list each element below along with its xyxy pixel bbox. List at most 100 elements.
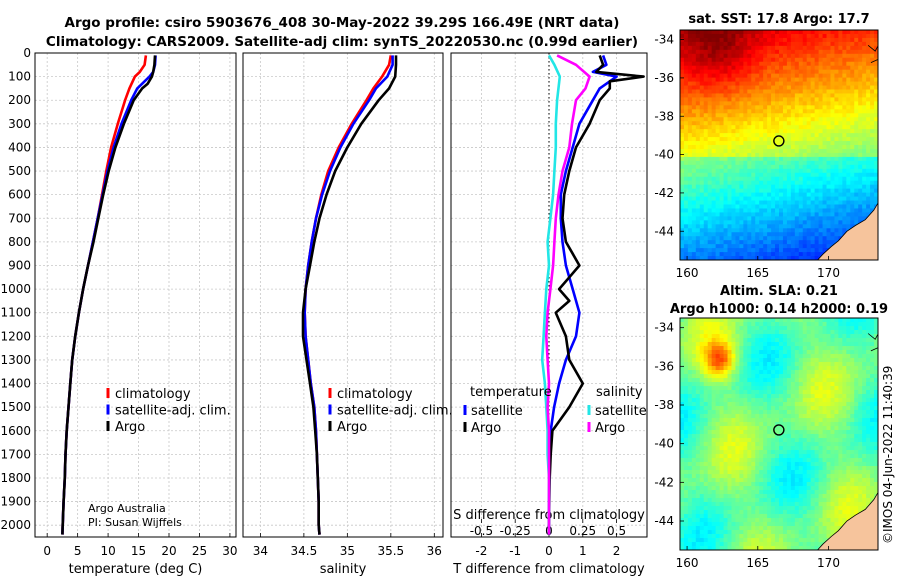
map-cell: [723, 256, 729, 260]
map-cell: [794, 89, 800, 95]
map-cell: [739, 248, 744, 253]
map-cell: [779, 514, 784, 519]
map-cell: [779, 65, 784, 71]
map-cell: [790, 30, 796, 35]
secondary-x-tick-label: 0.25: [569, 524, 596, 538]
map-cell: [794, 378, 800, 383]
map-cell: [763, 204, 768, 210]
map-cell: [703, 240, 709, 245]
map-cell: [755, 176, 760, 182]
map-cell: [707, 350, 713, 355]
map-cell: [715, 526, 721, 531]
map-cell: [727, 390, 733, 395]
map-cell: [786, 184, 792, 190]
map-cell: [695, 354, 701, 359]
map-cell: [703, 236, 709, 241]
map-cell: [775, 196, 780, 202]
map-cell: [739, 422, 744, 427]
map-cell: [763, 442, 768, 447]
map-cell: [826, 133, 832, 138]
map-cell: [790, 57, 796, 63]
map-cell: [862, 30, 867, 35]
map-cell: [743, 220, 748, 225]
map-cell: [715, 498, 721, 503]
map-cell: [683, 180, 689, 186]
map-cell: [802, 53, 808, 59]
map-cell: [806, 204, 812, 210]
map-cell: [695, 65, 701, 71]
map-cell: [683, 160, 689, 166]
map-cell: [862, 105, 867, 110]
map-cell: [814, 33, 820, 39]
map-cell: [739, 37, 744, 43]
map-cell: [786, 125, 792, 130]
map-cell: [727, 145, 733, 150]
map-cell: [763, 121, 768, 126]
map-cell: [747, 97, 752, 102]
map-cell: [743, 33, 748, 39]
map-cell: [767, 216, 772, 221]
map-cell: [830, 93, 836, 99]
map-cell: [703, 470, 709, 475]
map-cell: [775, 342, 780, 347]
map-cell: [743, 494, 748, 499]
map-cell: [715, 232, 721, 237]
map-cell: [798, 446, 804, 451]
map-cell: [779, 394, 784, 399]
map-cell: [755, 184, 760, 190]
map-cell: [691, 37, 697, 43]
map-cell: [711, 514, 717, 519]
map-cell: [850, 125, 855, 130]
map-cell: [719, 164, 725, 170]
map-cell: [723, 402, 729, 407]
map-cell: [711, 378, 717, 383]
map-cell: [719, 434, 725, 439]
map-cell: [755, 164, 760, 170]
map-cell: [794, 93, 800, 99]
map-cell: [763, 534, 768, 539]
map-cell: [838, 53, 843, 59]
map-cell: [775, 216, 780, 221]
map-cell: [699, 390, 705, 395]
map-cell: [755, 418, 760, 423]
map-cell: [759, 148, 764, 154]
map-cell: [739, 438, 744, 443]
depth-tick-label: 700: [8, 211, 31, 225]
map-cell: [751, 252, 756, 257]
map-cell: [711, 129, 717, 134]
map-cell: [806, 168, 812, 174]
map-cell: [735, 494, 740, 499]
map-cell: [723, 89, 729, 95]
map-cell: [870, 45, 875, 51]
map-cell: [818, 228, 824, 233]
map-cell: [751, 426, 756, 431]
map-cell: [739, 65, 744, 71]
map-cell: [771, 534, 776, 539]
map-cell: [687, 526, 693, 531]
map-cell: [834, 77, 839, 83]
map-cell: [786, 49, 792, 55]
map-cell: [771, 220, 776, 225]
map-cell: [747, 538, 752, 543]
map-cell: [755, 494, 760, 499]
map-cell: [699, 65, 705, 71]
map-cell: [779, 105, 784, 110]
map-cell: [743, 228, 748, 233]
map-cell: [715, 530, 721, 535]
map-cell: [802, 454, 808, 459]
map-cell: [719, 502, 725, 507]
map-cell: [830, 129, 836, 134]
map-cell: [751, 454, 756, 459]
map-cell: [680, 248, 685, 253]
map-cell: [830, 232, 836, 237]
map-cell: [751, 113, 756, 118]
map-cell: [703, 534, 709, 539]
map-cell: [802, 518, 808, 523]
map-cell: [794, 184, 800, 190]
map-cell: [779, 37, 784, 43]
map-cell: [735, 101, 740, 106]
map-cell: [703, 522, 709, 527]
map-cell: [747, 141, 752, 146]
map-cell: [790, 256, 796, 260]
